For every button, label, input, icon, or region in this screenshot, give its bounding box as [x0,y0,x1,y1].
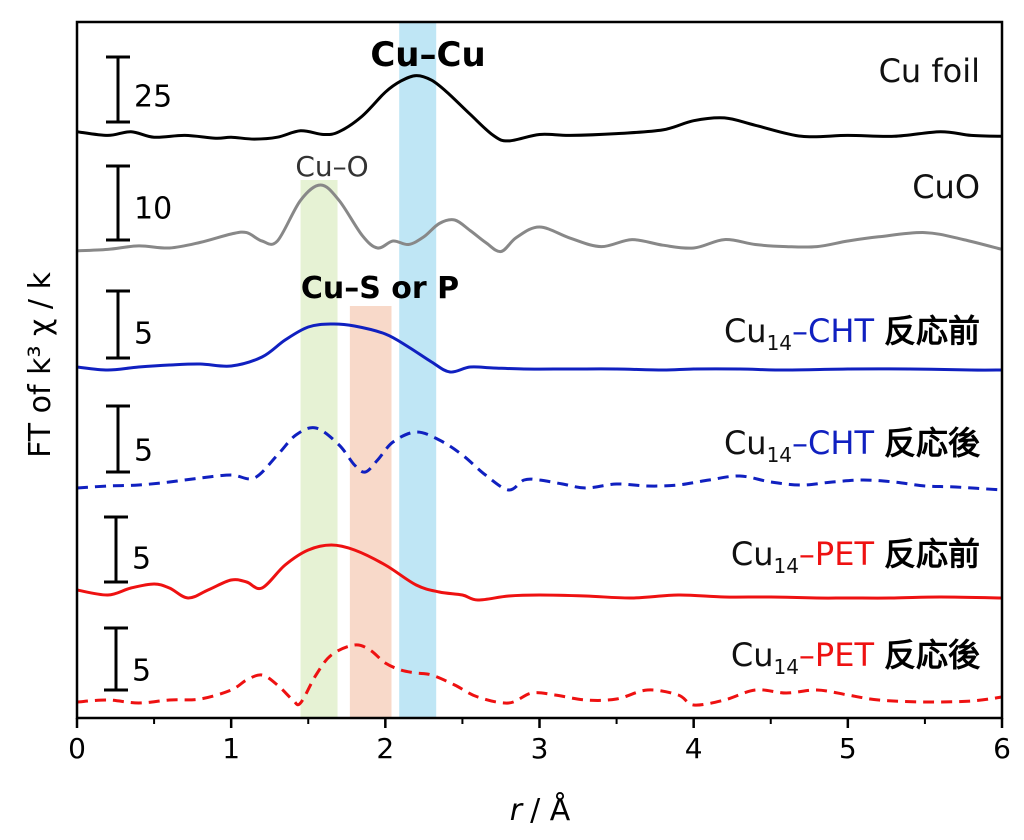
series-line-0 [76,74,1003,143]
scale-label-0: 25 [134,80,172,115]
series-label-state-5: 反応後 [884,636,981,674]
series-label-sample-5: –PET [799,636,875,674]
series-label-state-2: 反応前 [884,312,980,350]
band-2 [399,22,437,718]
series-label-5: Cu14–PET 反応後 [731,636,981,679]
band-label-cu-cu: Cu–Cu [370,35,485,75]
series-label-sub-5: 14 [773,655,798,679]
series-label-4: Cu14–PET 反応前 [731,535,980,578]
series-line-1 [76,183,1003,254]
series-label-base-2: Cu [724,312,767,350]
series-label-2: Cu14–CHT 反応前 [724,312,980,355]
series-line-4 [76,543,1003,602]
x-tick-label-2: 2 [376,732,394,765]
series-label-0: Cu foil [879,52,980,90]
series-label-base-5: Cu [731,636,774,674]
x-axis-variable: r [510,793,524,828]
band-group [300,22,437,718]
x-tick-label-3: 3 [531,732,549,765]
x-tick-label-4: 4 [685,732,703,765]
series-label-base-4: Cu [731,535,774,573]
series-label-sub-4: 14 [773,554,798,578]
x-axis-unit: / Å [530,792,571,828]
x-tick-label-0: 0 [68,732,86,765]
y-axis-label: FT of k³ χ / k [23,271,58,457]
x-tick-label-1: 1 [222,732,240,765]
series-label-sample-2: –CHT [792,312,874,350]
scale-label-2: 5 [134,317,153,352]
curve-group [76,74,1003,707]
band-1 [349,306,392,718]
x-axis-label: r / Å [510,792,571,828]
scale-bar-group: 25 10 5 5 5 5 [104,55,172,692]
series-label-sample-3: –CHT [792,424,874,462]
series-label-sub-2: 14 [767,331,792,355]
band-label-cu-s-or-p: Cu–S or P [301,271,459,306]
series-label-sample-4: –PET [799,535,875,573]
band-0 [300,180,338,718]
x-tick-label-5: 5 [839,732,857,765]
scale-label-5: 5 [132,654,151,689]
series-label-base-3: Cu [724,424,767,462]
scale-label-4: 5 [132,542,151,577]
series-line-5 [76,643,1003,707]
series-label-1: CuO [912,168,980,206]
series-label-state-3: 反応後 [884,424,981,462]
series-line-2 [76,322,1003,374]
series-label-3: Cu14–CHT 反応後 [724,424,981,467]
scale-label-1: 10 [134,192,172,227]
series-label-state-4: 反応前 [884,535,980,573]
scale-label-3: 5 [134,434,153,469]
x-tick-group: 0 1 2 3 4 5 6 [68,718,1011,765]
band-label-cu-o: Cu–O [295,150,368,183]
series-line-3 [76,426,1003,492]
x-tick-label-6: 6 [993,732,1011,765]
series-label-sub-3: 14 [767,443,792,467]
